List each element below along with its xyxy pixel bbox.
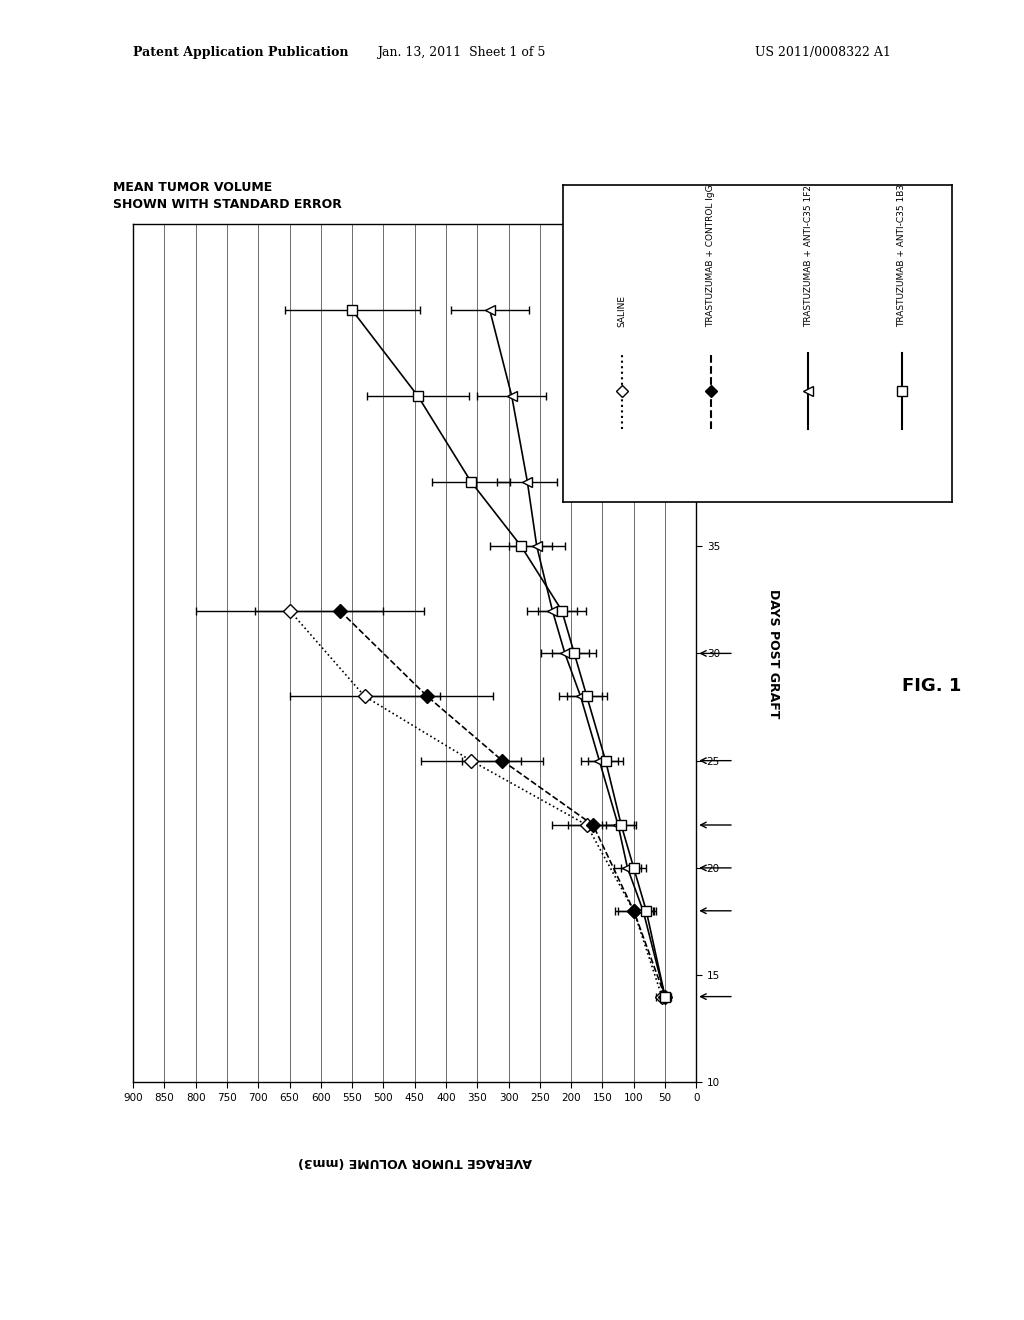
Text: SALINE: SALINE — [617, 296, 626, 327]
Text: TRASTUZUMAB + ANTI-C35 1F2: TRASTUZUMAB + ANTI-C35 1F2 — [804, 185, 813, 327]
Text: TRASTUZUMAB + CONTROL IgG: TRASTUZUMAB + CONTROL IgG — [707, 185, 716, 327]
Text: Patent Application Publication: Patent Application Publication — [133, 46, 348, 59]
Text: US 2011/0008322 A1: US 2011/0008322 A1 — [755, 46, 891, 59]
Text: MEAN TUMOR VOLUME
SHOWN WITH STANDARD ERROR: MEAN TUMOR VOLUME SHOWN WITH STANDARD ER… — [113, 181, 342, 211]
Text: TRASTUZUMAB + ANTI-C35 1B3: TRASTUZUMAB + ANTI-C35 1B3 — [897, 185, 906, 327]
Text: FIG. 1: FIG. 1 — [902, 677, 962, 696]
Text: AVERAGE TUMOR VOLUME (mm3): AVERAGE TUMOR VOLUME (mm3) — [298, 1155, 531, 1168]
Text: Jan. 13, 2011  Sheet 1 of 5: Jan. 13, 2011 Sheet 1 of 5 — [377, 46, 545, 59]
Text: DAYS POST GRAFT: DAYS POST GRAFT — [767, 589, 779, 718]
